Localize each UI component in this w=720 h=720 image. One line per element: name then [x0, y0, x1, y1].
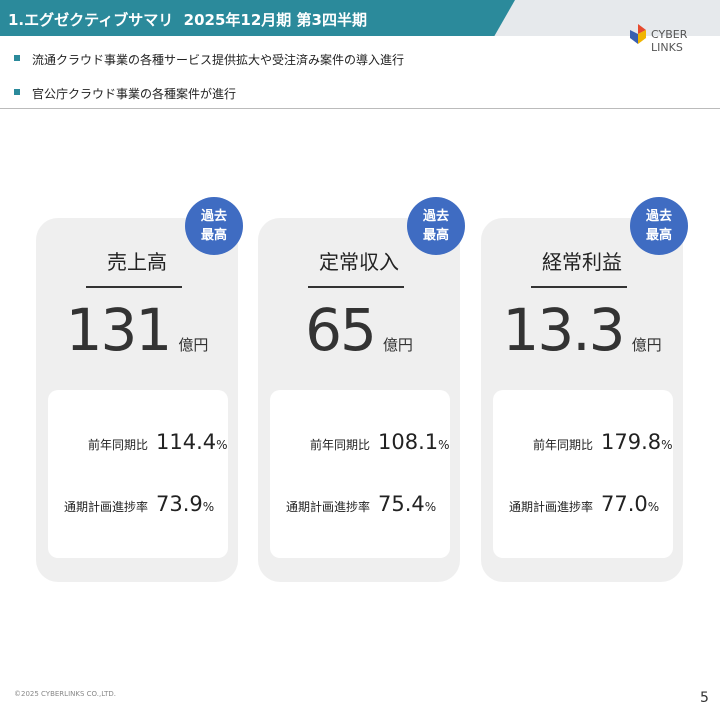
- card-figure: 131 億円: [36, 296, 238, 364]
- detail-unit: %: [216, 438, 228, 452]
- badge-text: 過去: [645, 209, 672, 224]
- bullet-marker: [14, 89, 20, 95]
- detail-unit: %: [202, 500, 215, 514]
- detail-value: 73.9: [156, 492, 203, 516]
- detail-box: 前年同期比 114.4% 通期計画進捗率 73.9%: [48, 390, 228, 558]
- detail-unit: %: [661, 438, 673, 452]
- figure-unit: 億円: [631, 336, 662, 354]
- badge-text: 最高: [200, 228, 227, 243]
- logo-icon: [630, 24, 646, 44]
- badge-text: 最高: [645, 228, 672, 243]
- figure-value: 13.3: [502, 296, 625, 364]
- detail-value: 108.1: [378, 430, 439, 454]
- card-figure: 13.3 億円: [481, 296, 683, 364]
- copyright: ©2025 CYBERLINKS CO.,LTD.: [14, 690, 117, 698]
- underline: [531, 286, 627, 288]
- header-title: 1.エグゼクティブサマリ 2025年12月期 第3四半期: [8, 11, 367, 29]
- header-bar: [0, 0, 515, 36]
- detail-unit: %: [438, 438, 450, 452]
- card: 過去最高定常収入 65 億円前年同期比 108.1% 通期計画進捗率 75.4%: [258, 197, 465, 582]
- detail-label: 前年同期比: [309, 438, 370, 452]
- figure-value: 131: [65, 296, 173, 364]
- figure-value: 65: [305, 296, 377, 364]
- detail-row: 前年同期比 108.1%: [270, 430, 450, 454]
- separator: [0, 108, 720, 109]
- card-label: 経常利益: [542, 250, 622, 274]
- detail-row: 通期計画進捗率 77.0%: [493, 492, 673, 516]
- bullet-marker: [14, 55, 20, 61]
- bullet-text: 官公庁クラウド事業の各種案件が進行: [32, 87, 237, 101]
- detail-value: 75.4: [378, 492, 425, 516]
- card: 過去最高経常利益 13.3 億円前年同期比 179.8% 通期計画進捗率 77.0%: [481, 197, 688, 582]
- card: 過去最高売上高 131 億円前年同期比 114.4% 通期計画進捗率 73.9%: [36, 197, 243, 582]
- underline: [308, 286, 404, 288]
- figure-unit: 億円: [178, 336, 209, 354]
- detail-unit: %: [647, 500, 660, 514]
- detail-row: 前年同期比 179.8%: [493, 430, 673, 454]
- logo-text: CYBER LINKS: [651, 28, 688, 54]
- detail-value: 77.0: [601, 492, 648, 516]
- figure-unit: 億円: [382, 336, 413, 354]
- detail-row: 前年同期比 114.4%: [48, 430, 228, 454]
- card-label: 定常収入: [319, 250, 399, 274]
- detail-row: 通期計画進捗率 73.9%: [48, 492, 228, 516]
- badge-text: 過去: [422, 209, 449, 224]
- card-label: 売上高: [107, 250, 167, 274]
- detail-box: 前年同期比 179.8% 通期計画進捗率 77.0%: [493, 390, 673, 558]
- record-badge: 過去 最高: [185, 197, 243, 255]
- card-figure: 65 億円: [258, 296, 460, 364]
- detail-label: 前年同期比: [87, 438, 148, 452]
- detail-label: 通期計画進捗率: [508, 500, 593, 514]
- badge-text: 最高: [422, 228, 449, 243]
- record-badge: 過去 最高: [630, 197, 688, 255]
- detail-box: 前年同期比 108.1% 通期計画進捗率 75.4%: [270, 390, 450, 558]
- detail-value: 179.8: [601, 430, 662, 454]
- underline: [86, 286, 182, 288]
- detail-label: 通期計画進捗率: [63, 500, 148, 514]
- detail-value: 114.4: [156, 430, 217, 454]
- detail-label: 前年同期比: [532, 438, 593, 452]
- detail-label: 通期計画進捗率: [285, 500, 370, 514]
- detail-row: 通期計画進捗率 75.4%: [270, 492, 450, 516]
- page-number: 5: [700, 690, 709, 706]
- detail-unit: %: [424, 500, 437, 514]
- badge-text: 過去: [200, 209, 227, 224]
- record-badge: 過去 最高: [407, 197, 465, 255]
- bullet-text: 流通クラウド事業の各種サービス提供拡大や受注済み案件の導入進行: [32, 53, 405, 67]
